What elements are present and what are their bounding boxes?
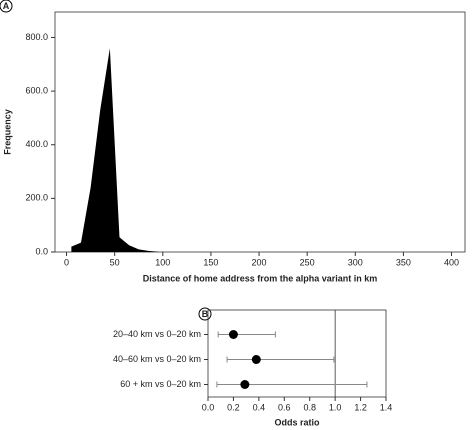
- x-tick-label: 1.4: [380, 402, 393, 412]
- x-tick-label: 150: [203, 257, 218, 267]
- y-tick-label: 0.0: [35, 246, 48, 256]
- x-tick-label: 1.2: [354, 402, 367, 412]
- point: [228, 330, 238, 339]
- point: [240, 380, 250, 389]
- x-tick-label: 0.0: [202, 402, 215, 412]
- x-tick-label: 350: [396, 257, 411, 267]
- y-axis-label: Frequency: [2, 109, 12, 155]
- x-tick-label: 1.0: [329, 402, 342, 412]
- y-tick-label: 800.0: [25, 32, 48, 42]
- x-tick-label: 250: [300, 257, 315, 267]
- panel-badge: [0, 0, 13, 13]
- panel-label: A: [3, 1, 10, 11]
- point: [251, 355, 261, 364]
- x-tick-label: 400: [444, 257, 459, 267]
- x-tick-label: 50: [110, 257, 120, 267]
- x-tick-label: 300: [348, 257, 363, 267]
- y-tick-label: 400.0: [25, 139, 48, 149]
- x-tick-label: 0.8: [303, 402, 316, 412]
- plot-frame: [54, 11, 466, 253]
- x-tick-label: 0: [64, 257, 69, 267]
- x-tick-label: 200: [252, 257, 267, 267]
- x-axis-label: Distance of home address from the alpha …: [143, 273, 378, 283]
- x-tick-label: 0.2: [227, 402, 240, 412]
- panel-label: B: [202, 309, 209, 319]
- x-tick-label: 0.4: [253, 402, 266, 412]
- y-tick-label: 600.0: [25, 85, 48, 95]
- y-tick-label: 60 + km vs 0–20 km: [120, 379, 201, 389]
- y-tick-label: 200.0: [25, 193, 48, 203]
- y-tick-label: 40–60 km vs 0–20 km: [113, 354, 201, 364]
- x-axis-label: Odds ratio: [274, 417, 320, 427]
- x-tick-label: 100: [155, 257, 170, 267]
- y-tick-label: 20–40 km vs 0–20 km: [113, 329, 201, 339]
- plot-frame: [207, 309, 387, 398]
- x-tick-label: 0.6: [278, 402, 291, 412]
- area: [71, 48, 158, 253]
